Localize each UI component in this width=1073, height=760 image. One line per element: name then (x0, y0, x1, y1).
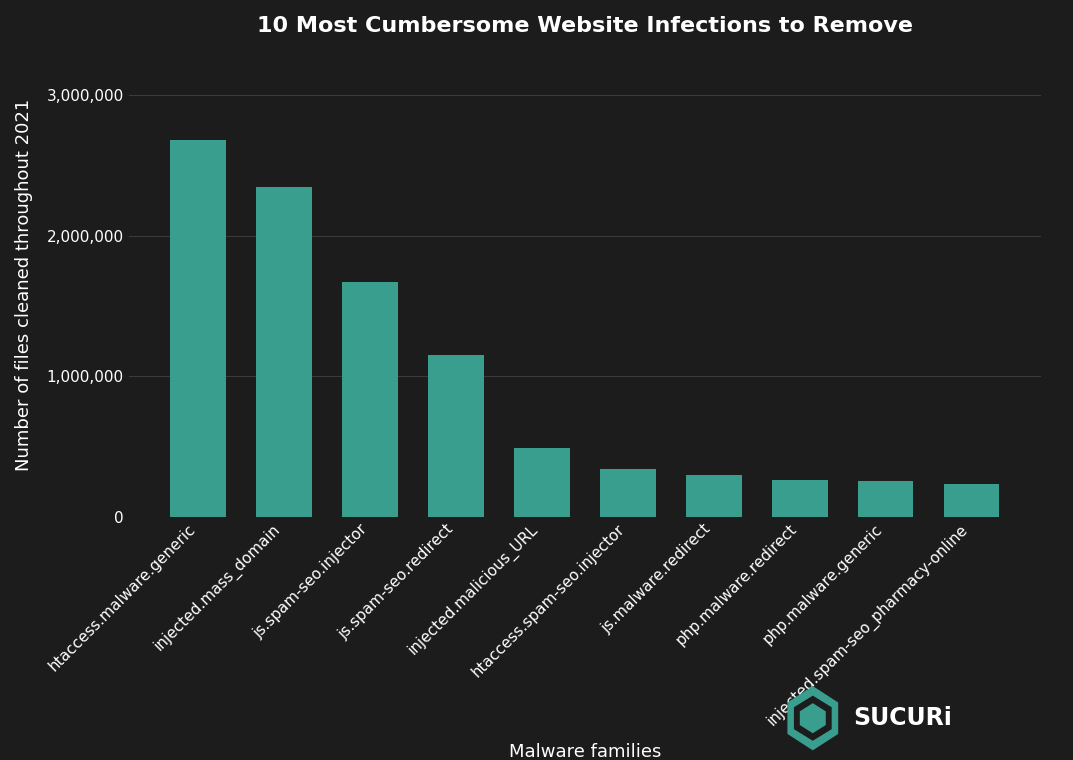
Bar (171, 141, 226, 517)
X-axis label: Malware families: Malware families (509, 743, 661, 760)
Bar (514, 448, 570, 517)
Bar (771, 480, 827, 517)
Polygon shape (788, 686, 838, 750)
Polygon shape (799, 703, 826, 733)
Bar (342, 282, 398, 517)
Bar (943, 484, 999, 517)
Bar (256, 187, 312, 517)
Bar (857, 481, 913, 517)
Polygon shape (794, 695, 832, 741)
Bar (600, 469, 656, 517)
Bar (686, 475, 741, 517)
Title: 10 Most Cumbersome Website Infections to Remove: 10 Most Cumbersome Website Infections to… (256, 17, 913, 36)
Y-axis label: Number of files cleaned throughout 2021: Number of files cleaned throughout 2021 (15, 99, 33, 471)
Bar (428, 355, 484, 517)
Text: SUCURi: SUCURi (853, 706, 952, 730)
